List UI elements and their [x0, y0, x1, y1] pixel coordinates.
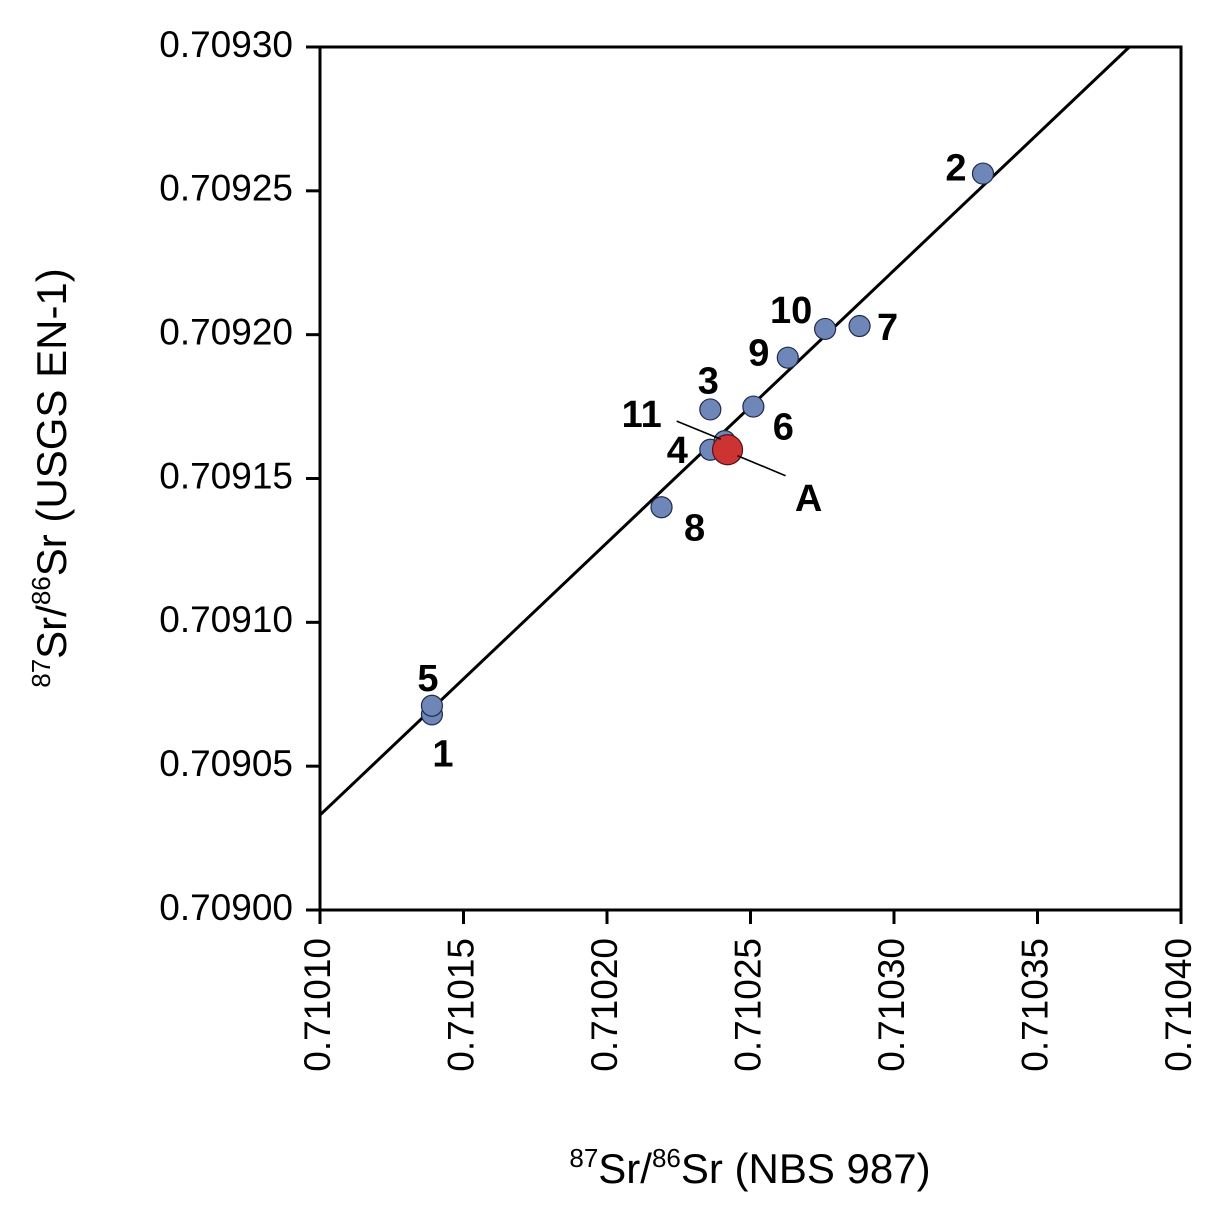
- x-tick-label: 0.71015: [440, 938, 481, 1072]
- point-label-5: 5: [417, 658, 438, 700]
- x-tick-label: 0.71020: [584, 938, 625, 1072]
- y-axis-title: 87Sr/86Sr (USGS EN-1): [26, 268, 75, 688]
- y-tick-label: 0.70930: [159, 24, 293, 65]
- data-point: [699, 398, 722, 421]
- point-label-3: 3: [698, 360, 719, 402]
- y-tick-label: 0.70920: [159, 311, 293, 352]
- y-tick-label: 0.70925: [159, 168, 293, 209]
- y-tick-label: 0.70900: [159, 887, 293, 928]
- point-label-a: A: [795, 478, 822, 520]
- x-axis: 0.71010 0.71015 0.71020 0.71025 0.71030 0.710…: [297, 910, 1199, 1072]
- point-label-11: 11: [622, 394, 662, 436]
- point-label-2: 2: [945, 148, 966, 190]
- x-tick-label: 0.71025: [727, 938, 768, 1072]
- x-axis-title: 87Sr/86Sr (NBS 987): [569, 1143, 930, 1192]
- leader-line-11: [676, 420, 721, 440]
- data-points: 1 2 34 5 6 7 8 910 11 A: [417, 148, 995, 775]
- y-tick-label: 0.70915: [159, 455, 293, 496]
- point-label-8: 8: [684, 507, 705, 549]
- x-tick-label: 0.71010: [297, 938, 338, 1072]
- data-point: [742, 395, 765, 418]
- data-point: [814, 317, 837, 341]
- x-tick-label: 0.71035: [1014, 938, 1055, 1072]
- leader-line-a: [737, 454, 786, 477]
- y-axis: 0.70900 0.70905 0.70910 0.70915 0.70920 0.709…: [159, 24, 320, 928]
- plot-area: [318, 45, 1183, 912]
- data-point: [776, 346, 799, 369]
- point-label-4: 4: [667, 430, 688, 472]
- data-point-highlight: [711, 434, 744, 466]
- point-label-10: 10: [770, 290, 812, 332]
- data-point: [420, 694, 444, 717]
- x-tick-label: 0.71030: [871, 938, 912, 1072]
- y-tick-label: 0.70910: [159, 599, 293, 640]
- point-label-9: 9: [748, 333, 769, 375]
- point-label-1: 1: [432, 733, 453, 775]
- plot-frame: [318, 45, 1183, 912]
- point-label-6: 6: [773, 407, 794, 449]
- y-tick-label: 0.70905: [159, 743, 293, 784]
- data-point: [650, 496, 673, 519]
- data-point: [848, 314, 871, 338]
- x-tick-label: 0.71040: [1158, 938, 1199, 1072]
- point-label-7: 7: [877, 307, 898, 349]
- data-point: [971, 162, 995, 185]
